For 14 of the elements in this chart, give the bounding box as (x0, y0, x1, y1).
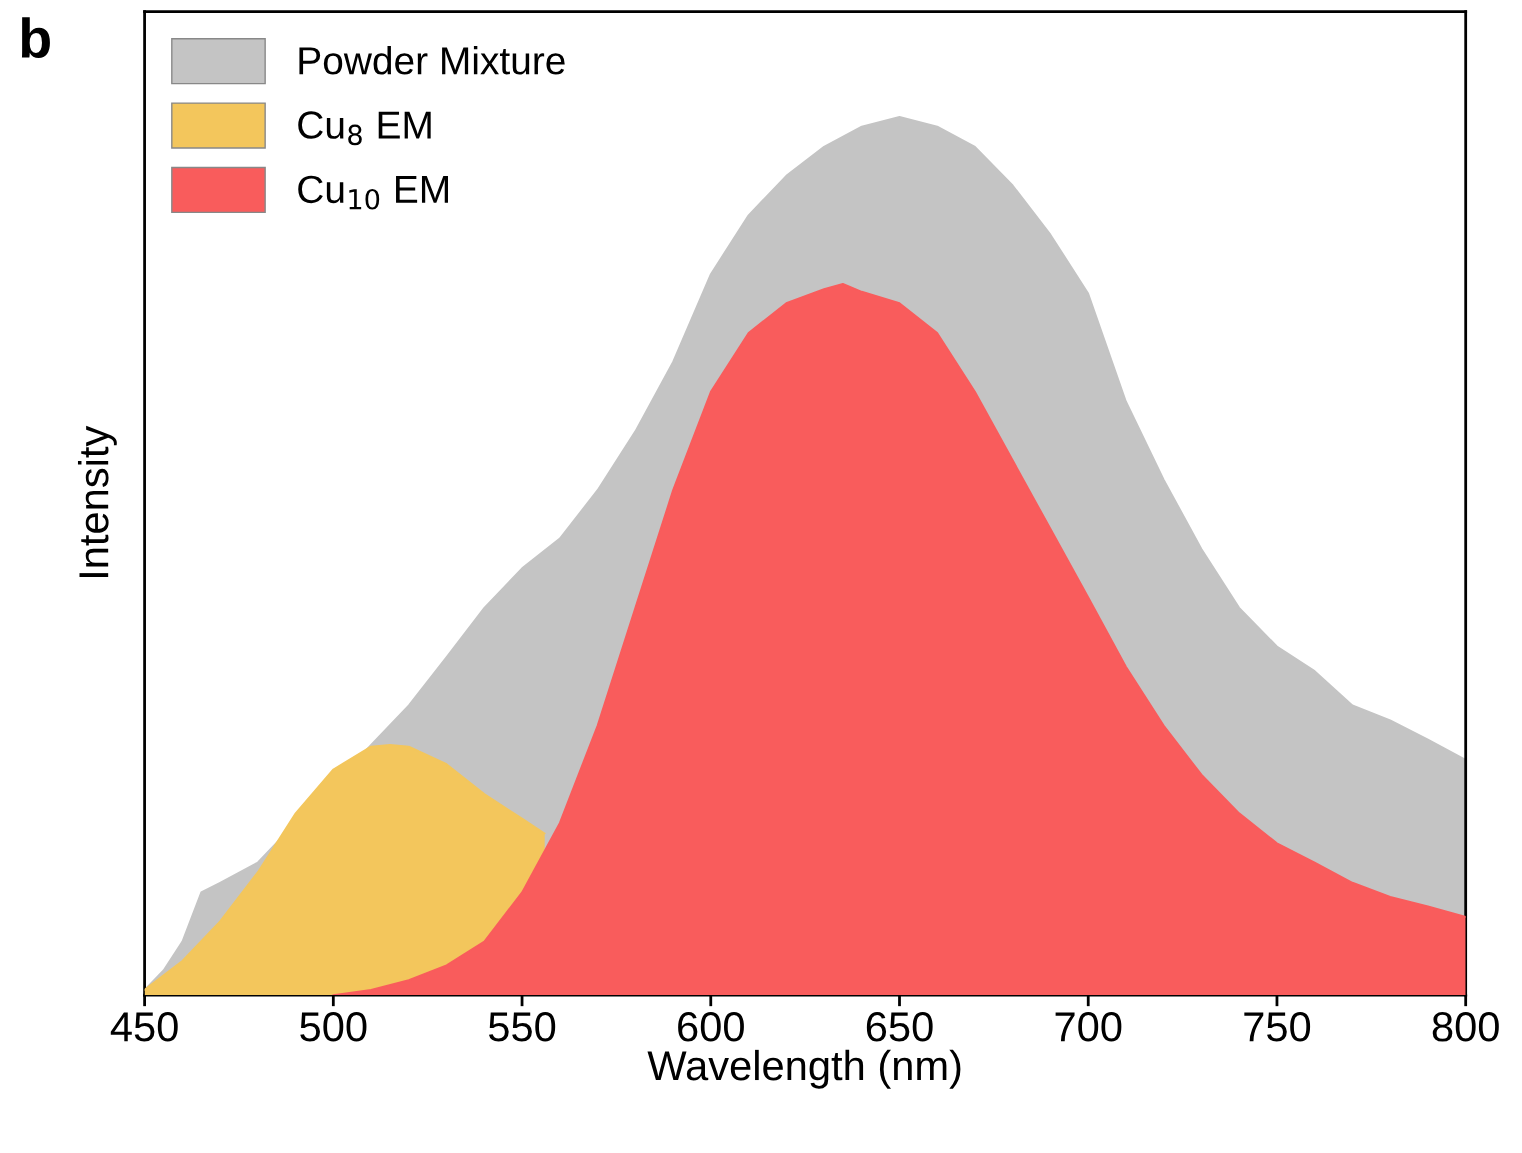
x-axis-title: Wavelength (nm) (647, 1049, 961, 1089)
x-tick-label: 450 (110, 1012, 178, 1042)
x-tick-label: 750 (1244, 1012, 1311, 1042)
text: b (21, 17, 50, 59)
legend-label: Powder Mixture (299, 45, 565, 75)
legend-label: Cu$_{10}$ EM (298, 175, 448, 210)
x-tick-label: 550 (488, 1012, 556, 1042)
x-tick-label: 500 (300, 1012, 367, 1042)
y-axis-title: Intensity (77, 425, 117, 578)
x-tick-label: 800 (1432, 1012, 1499, 1042)
x-tick-label: 650 (866, 1012, 933, 1042)
legend-label: Cu$_{8}$ EM (298, 111, 431, 146)
x-tick-label: 700 (1055, 1012, 1122, 1042)
x-tick-label: 600 (678, 1012, 744, 1042)
